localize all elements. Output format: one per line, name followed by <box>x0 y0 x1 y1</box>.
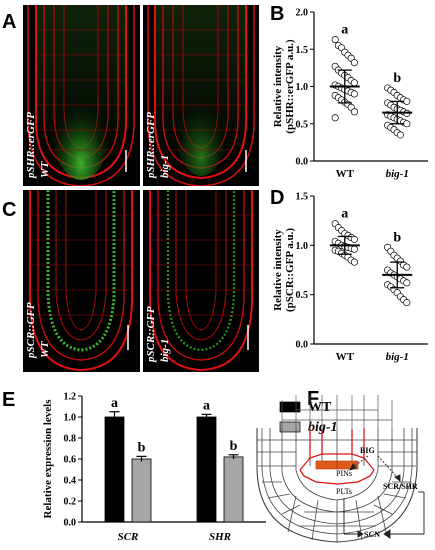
signaling-arrows <box>343 455 425 539</box>
bar <box>131 458 152 523</box>
legend-label: WT <box>308 400 332 415</box>
y-tick-label: 1.5 <box>296 45 309 56</box>
node-big: BIG <box>360 446 375 455</box>
data-point <box>350 235 358 243</box>
micrograph-a-big1-genotype: big-1 <box>159 155 171 178</box>
y-tick-label: 2.0 <box>296 8 309 19</box>
data-point <box>350 79 358 87</box>
y-axis-title: Relative intensity <box>272 229 284 311</box>
data-point <box>403 120 411 128</box>
data-point <box>403 263 411 271</box>
y-tick-label: 0.0 <box>296 340 309 351</box>
y-tick-label: 0.5 <box>296 119 309 130</box>
data-point <box>350 258 358 266</box>
significance-letter: b <box>393 71 401 86</box>
x-tick-label: big-1 <box>386 168 409 180</box>
y-tick-label: 1.2 <box>64 392 77 403</box>
significance-letter: a <box>111 396 118 411</box>
bar <box>104 416 125 523</box>
legend-label: big-1 <box>308 420 338 435</box>
micrograph-a-wt <box>23 5 140 186</box>
data-point <box>403 97 411 105</box>
chart-e: E 0.0 0.2 0.4 0.6 0.8 1.0 1.2 SCR a b SHR a b WT big-1 R… <box>2 389 338 543</box>
root-tip-diagram-stele <box>281 395 393 428</box>
y-tick-label: 1.0 <box>296 241 309 252</box>
data-point <box>403 279 411 287</box>
legend-swatch <box>279 421 301 433</box>
chart-d: D 0.0 0.5 1.0 1.5 WT a big-1 b Relative intensity… <box>270 187 428 363</box>
node-scr-shr: SCR/SHR <box>383 482 418 491</box>
node-pins: PINs <box>336 469 352 478</box>
data-point <box>403 299 411 307</box>
y-tick-label: 0.2 <box>64 497 77 508</box>
micrograph-c-big1-genotype: big-1 <box>159 339 171 362</box>
x-tick-label: WT <box>336 351 355 363</box>
legend-swatch <box>279 401 301 413</box>
panel-letter-a: A <box>2 11 16 33</box>
significance-letter: a <box>341 207 348 222</box>
y-axis-subtitle: (pSCR::GFP a.u.) <box>284 228 296 312</box>
significance-letter: a <box>203 398 210 413</box>
micrograph-c-big1-label: pSCR::GFP <box>145 306 157 363</box>
y-tick-label: 0.8 <box>64 434 77 445</box>
micrograph-a-wt-genotype: WT <box>39 160 51 178</box>
bar <box>196 416 217 523</box>
y-tick-label: 0.0 <box>64 518 77 529</box>
panel-letter-c: C <box>2 199 16 221</box>
data-point <box>350 90 358 98</box>
y-axis-subtitle: (pSHR::erGFP a.u.) <box>284 39 296 134</box>
data-point <box>331 114 339 122</box>
micrograph-a-big1-label: pSHR::erGFP <box>145 112 157 179</box>
y-tick-label: 0.0 <box>296 157 309 168</box>
data-point <box>350 108 358 116</box>
data-point <box>350 245 358 253</box>
data-point <box>350 59 358 67</box>
node-plts: PLTs <box>336 487 352 496</box>
x-tick-label: SHR <box>209 531 231 543</box>
y-tick-label: 0.6 <box>64 455 77 466</box>
significance-letter: a <box>341 23 348 38</box>
y-tick-label: 0.4 <box>64 476 77 487</box>
bar <box>223 456 244 523</box>
y-axis-title: Relative expression levels <box>42 399 54 519</box>
micrograph-c-wt <box>23 190 140 372</box>
data-point <box>396 131 404 139</box>
micrograph-c-big1 <box>143 190 259 372</box>
micrograph-a-big1 <box>143 5 259 186</box>
y-tick-label: 1.5 <box>296 192 309 203</box>
node-scn: SCN <box>364 530 380 539</box>
x-tick-label: SCR <box>118 531 139 543</box>
y-tick-label: 1.0 <box>64 413 77 424</box>
panel-letter-b: B <box>270 3 284 25</box>
x-tick-label: big-1 <box>386 351 409 363</box>
panel-letter-e: E <box>2 389 15 411</box>
micrograph-c-wt-label: pSCR::GFP <box>25 302 37 359</box>
panel-letter-d: D <box>270 187 284 209</box>
micrograph-c-wt-genotype: WT <box>39 340 51 358</box>
qc-red-outline <box>299 428 375 485</box>
y-tick-label: 0.5 <box>296 290 309 301</box>
x-tick-label: WT <box>336 168 355 180</box>
significance-letter: b <box>230 439 238 454</box>
significance-letter: b <box>393 230 401 245</box>
y-tick-label: 1.0 <box>296 82 309 93</box>
data-point <box>331 36 339 44</box>
significance-letter: b <box>138 440 146 455</box>
chart-b: B 0.0 0.5 1.0 1.5 2.0 WT a big-1 b Relative intens… <box>270 3 428 180</box>
micrograph-a-wt-label: pSHR::erGFP <box>25 112 37 179</box>
y-axis-title: Relative intensity <box>272 45 284 127</box>
